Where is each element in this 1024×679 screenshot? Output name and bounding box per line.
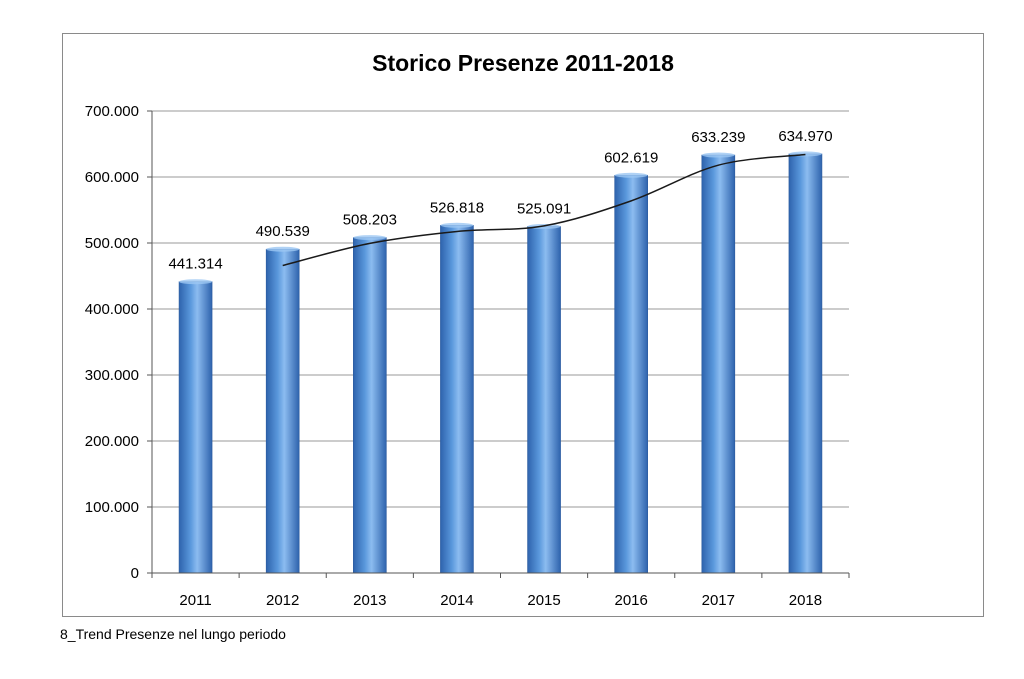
- bar-cap: [440, 222, 474, 228]
- bar: [614, 174, 648, 574]
- y-tick-label: 500.000: [85, 235, 139, 252]
- data-label: 508.203: [343, 212, 397, 229]
- bar-cap: [266, 246, 300, 252]
- data-label: 526.818: [430, 199, 484, 216]
- trendline: [282, 153, 806, 267]
- x-tick-label: 2017: [702, 592, 735, 609]
- data-label: 602.619: [604, 149, 658, 166]
- bar-chart: Storico Presenze 2011-2018 441.314 490.53…: [85, 50, 850, 609]
- trendline-layer: [282, 153, 806, 267]
- data-label: 634.970: [778, 128, 832, 145]
- figure-caption: 8_Trend Presenze nel lungo periodo: [60, 626, 286, 642]
- x-tick-label: 2015: [527, 592, 560, 609]
- bar-cap: [353, 235, 387, 241]
- y-tick-label: 300.000: [85, 367, 139, 384]
- chart-frame: Storico Presenze 2011-2018 441.314 490.53…: [62, 33, 984, 617]
- y-tick-label: 700.000: [85, 103, 139, 120]
- data-labels: 441.314 490.539 508.203 526.818 525.091 602.6…: [168, 128, 832, 273]
- data-label: 525.091: [517, 200, 571, 217]
- bar: [178, 281, 213, 574]
- y-tick-label: 400.000: [85, 301, 139, 318]
- x-tick-label: 2011: [179, 592, 211, 609]
- chart-title: Storico Presenze 2011-2018: [372, 50, 674, 76]
- grid-lines: [152, 110, 849, 508]
- bar: [788, 153, 823, 574]
- x-tick-label: 2012: [266, 592, 299, 609]
- x-tick-label: 2014: [440, 592, 473, 609]
- y-tick-label: 0: [131, 565, 139, 582]
- bar-cap: [179, 279, 213, 285]
- y-tick-label: 100.000: [85, 499, 139, 516]
- x-tick-label: 2016: [615, 592, 648, 609]
- axes: 0 100.000 200.000 300.000 400.000 500.000 600.…: [85, 103, 850, 609]
- bar: [353, 237, 387, 574]
- bar: [527, 226, 561, 574]
- data-label: 633.239: [691, 129, 745, 146]
- data-label: 441.314: [168, 256, 222, 273]
- y-tick-label: 200.000: [85, 433, 139, 450]
- bar-cap: [614, 172, 648, 178]
- bars: [178, 151, 823, 574]
- y-tick-label: 600.000: [85, 169, 139, 186]
- bar: [265, 248, 300, 574]
- bar-cap: [701, 152, 735, 158]
- bar: [701, 154, 736, 574]
- data-label: 490.539: [256, 223, 310, 240]
- x-tick-label: 2013: [353, 592, 386, 609]
- bar: [440, 225, 474, 574]
- x-tick-label: 2018: [789, 592, 822, 609]
